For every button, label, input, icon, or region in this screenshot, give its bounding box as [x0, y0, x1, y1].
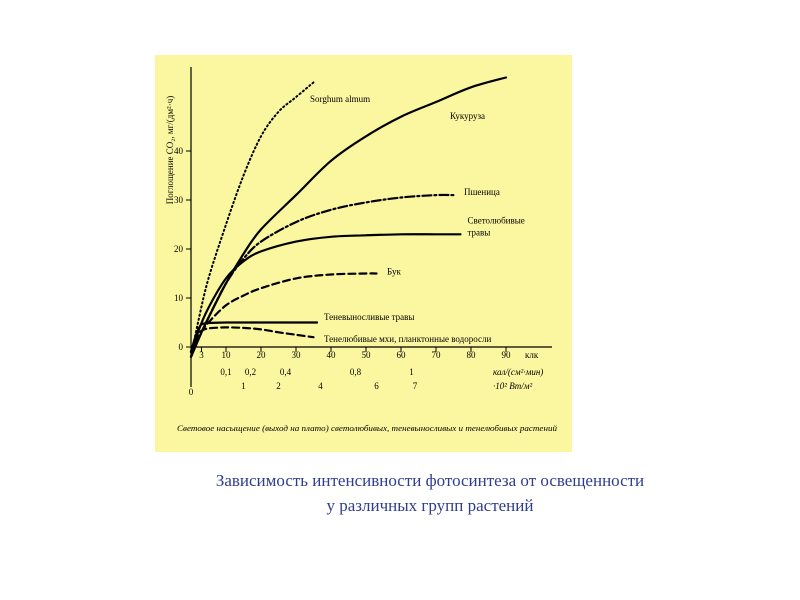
- series-label: Тенелюбивые мхи, планктонные водоросли: [324, 334, 491, 344]
- caption-line-2: у различных групп растений: [326, 496, 534, 515]
- x-wm2-tick-label: 4: [318, 381, 323, 391]
- x-tick-label: 50: [362, 350, 372, 360]
- footnote: Световое насыщение (выход на плато) свет…: [177, 423, 558, 433]
- x-wm2-tick-label: 1: [241, 381, 246, 391]
- x-cal-tick-label: 0,8: [350, 367, 362, 377]
- x-tick-label: 80: [467, 350, 477, 360]
- x-tick-label: 90: [502, 350, 512, 360]
- series-line: [190, 81, 315, 358]
- x-tick-label: 20: [257, 350, 267, 360]
- y-tick-label: 20: [174, 244, 184, 254]
- series-label: Светолюбивые: [468, 215, 525, 225]
- x-cal-tick-label: 0,1: [220, 367, 231, 377]
- chart-svg: 0 10 20 30 40 3 10 20 30 40 50 60 70 80 90 0 0,1 0,2 0,4 0,…: [165, 67, 558, 433]
- x-unit-wm2: ·10² Вт/м²: [493, 381, 533, 391]
- x-zero-label: 0: [189, 387, 194, 397]
- series-label: Кукуруза: [450, 111, 485, 121]
- chart-figure: 0 10 20 30 40 3 10 20 30 40 50 60 70 80 90 0 0,1 0,2 0,4 0,…: [155, 55, 572, 452]
- series-line: [189, 321, 319, 353]
- y-tick-label: 30: [174, 195, 184, 205]
- x-tick-label: 70: [432, 350, 442, 360]
- x-cal-tick-label: 0,2: [245, 367, 256, 377]
- caption: Зависимость интенсивности фотосинтеза от…: [0, 468, 800, 518]
- x-tick-label: 30: [292, 350, 302, 360]
- x-tick-label: 60: [397, 350, 407, 360]
- caption-line-1: Зависимость интенсивности фотосинтеза от…: [215, 471, 645, 490]
- x-tick-label: 40: [327, 350, 337, 360]
- series-label: Бук: [387, 266, 401, 276]
- y-axis-label: Поглощение CO₂, мг/(дм²·ч): [165, 96, 175, 205]
- y-tick-label: 0: [179, 342, 184, 352]
- x-cal-tick-label: 0,4: [280, 367, 292, 377]
- series-line: [189, 233, 462, 358]
- x-unit-cal: кал/(см²·мин): [493, 367, 543, 377]
- y-tick-label: 10: [174, 293, 184, 303]
- x-wm2-tick-label: 7: [413, 381, 418, 391]
- series-line: [189, 193, 455, 358]
- x-cal-tick-label: 1: [409, 367, 414, 377]
- x-wm2-tick-label: 2: [276, 381, 281, 391]
- series-label: Теневыносливые травы: [324, 312, 414, 322]
- x-wm2-tick-label: 6: [374, 381, 379, 391]
- series-line: [189, 326, 315, 353]
- series-label: травы: [468, 227, 491, 237]
- x-tick-label: 3: [199, 350, 204, 360]
- series-label: Пшеница: [464, 187, 500, 197]
- x-tick-label: 10: [222, 350, 232, 360]
- x-unit-klk: клк: [525, 350, 539, 360]
- series-label: Sorghum almum: [310, 94, 370, 104]
- y-tick-label: 40: [174, 146, 184, 156]
